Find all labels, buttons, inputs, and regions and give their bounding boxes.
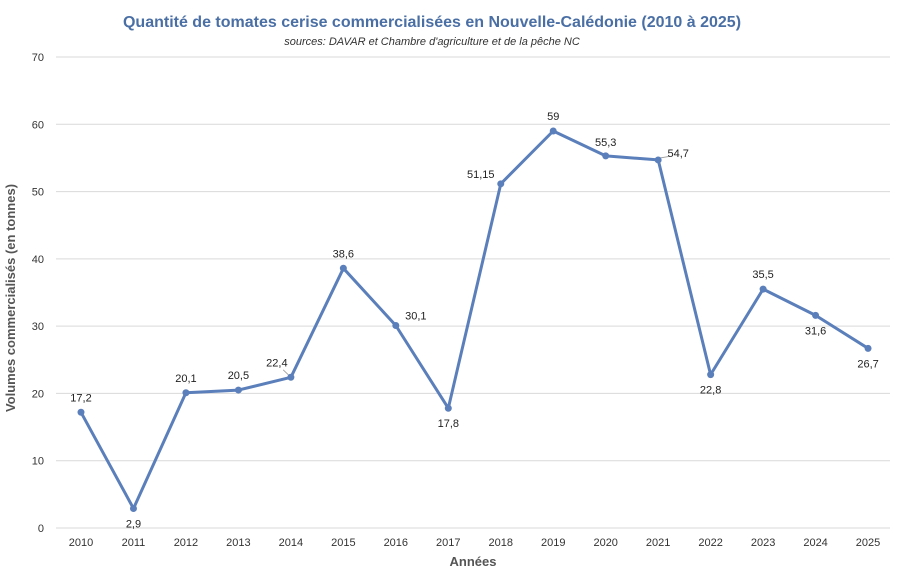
series-line — [79, 129, 869, 510]
x-axis-label: Années — [450, 554, 497, 569]
x-tick-label: 2023 — [751, 537, 775, 549]
data-point — [864, 344, 872, 352]
label-leader-line — [282, 369, 290, 376]
x-tick-label: 2010 — [69, 537, 93, 549]
x-tick-label: 2020 — [593, 537, 617, 549]
y-tick-label: 10 — [32, 456, 44, 468]
x-tick-label: 2018 — [489, 537, 513, 549]
data-label: 30,1 — [405, 310, 426, 322]
y-tick-labels: 0 10 20 30 40 50 60 70 — [32, 52, 44, 535]
data-label: 22,8 — [700, 385, 721, 397]
data-points — [77, 127, 872, 512]
y-tick-label: 20 — [32, 388, 44, 400]
grid-lines — [56, 56, 890, 529]
data-label: 35,5 — [752, 269, 773, 281]
leader-lines — [282, 156, 670, 376]
data-point — [392, 321, 400, 329]
data-point — [707, 371, 715, 379]
x-tick-labels: 2010 2011 2012 2013 2014 2015 2016 2017 2018 2019… — [69, 537, 881, 549]
y-tick-label: 60 — [32, 119, 44, 131]
data-label: 31,6 — [805, 325, 826, 337]
data-point — [234, 386, 242, 394]
x-tick-label: 2013 — [226, 537, 250, 549]
x-tick-label: 2021 — [646, 537, 670, 549]
x-tick-label: 2017 — [436, 537, 460, 549]
x-tick-label: 2016 — [384, 537, 408, 549]
data-point — [759, 285, 767, 293]
y-tick-label: 40 — [32, 254, 44, 266]
y-axis-label: Volumes commercialisés (en tonnes) — [3, 184, 18, 412]
data-label: 17,8 — [438, 418, 459, 430]
data-label: 59 — [547, 111, 559, 123]
x-tick-label: 2012 — [174, 537, 198, 549]
y-tick-label: 50 — [32, 187, 44, 199]
data-point — [339, 264, 347, 272]
data-point — [654, 156, 662, 164]
data-label: 20,1 — [175, 373, 196, 385]
data-point — [287, 373, 295, 381]
data-label: 2,9 — [126, 518, 141, 530]
x-tick-label: 2014 — [279, 537, 303, 549]
data-labels: 17,2 2,9 20,1 20,5 22,4 38,6 30,1 17,8 51,15 59 55… — [70, 111, 878, 530]
x-tick-label: 2024 — [803, 537, 827, 549]
data-label: 20,5 — [228, 370, 249, 382]
data-label: 17,2 — [70, 392, 91, 404]
data-point — [444, 404, 452, 412]
data-point — [497, 180, 505, 188]
y-tick-label: 30 — [32, 321, 44, 333]
data-label: 54,7 — [667, 148, 688, 160]
data-point — [812, 311, 820, 319]
x-tick-label: 2019 — [541, 537, 565, 549]
data-point — [549, 127, 557, 135]
data-point — [129, 504, 137, 512]
chart-subtitle: sources: DAVAR et Chambre d'agriculture … — [284, 36, 580, 48]
data-label: 38,6 — [333, 248, 354, 260]
y-tick-label: 70 — [32, 52, 44, 64]
x-tick-label: 2011 — [122, 537, 146, 549]
x-tick-label: 2015 — [331, 537, 355, 549]
data-point — [182, 389, 190, 397]
data-label: 22,4 — [266, 357, 287, 369]
data-label: 26,7 — [857, 358, 878, 370]
chart-title: Quantité de tomates cerise commercialisé… — [123, 14, 741, 31]
data-point — [77, 408, 85, 416]
data-label: 51,15 — [467, 169, 495, 181]
data-point — [602, 152, 610, 160]
data-label: 55,3 — [595, 137, 616, 149]
y-tick-label: 0 — [38, 523, 44, 535]
label-leader-line — [660, 156, 670, 159]
x-tick-label: 2025 — [856, 537, 880, 549]
x-tick-label: 2022 — [698, 537, 722, 549]
